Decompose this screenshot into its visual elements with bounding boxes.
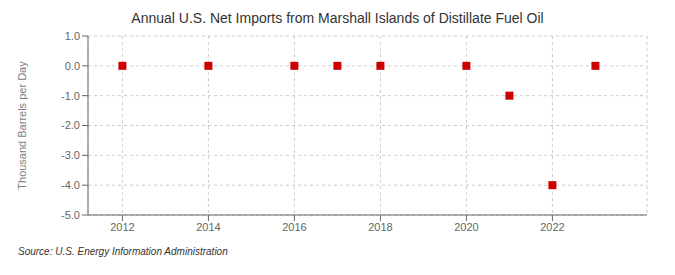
svg-text:2012: 2012 bbox=[110, 221, 134, 233]
svg-text:0.0: 0.0 bbox=[65, 60, 80, 72]
svg-text:2016: 2016 bbox=[282, 221, 306, 233]
svg-text:2014: 2014 bbox=[196, 221, 220, 233]
svg-text:2022: 2022 bbox=[540, 221, 564, 233]
svg-text:2020: 2020 bbox=[454, 221, 478, 233]
html-text:Source: U.S. Energy Informatio: Source: U.S. Energy Information Administ… bbox=[18, 246, 228, 257]
html-text:Annual U.S. Net Imports from M: Annual U.S. Net Imports from Marshall Is… bbox=[131, 10, 544, 26]
svg-text:-2.0: -2.0 bbox=[61, 119, 80, 131]
svg-text:-3.0: -3.0 bbox=[61, 149, 80, 161]
svg-text:-5.0: -5.0 bbox=[61, 209, 80, 221]
svg-text:-4.0: -4.0 bbox=[61, 179, 80, 191]
svg-text:2018: 2018 bbox=[368, 221, 392, 233]
svg-text:1.0: 1.0 bbox=[65, 30, 80, 42]
svg-text:Thousand Barrels per Day: Thousand Barrels per Day bbox=[16, 61, 28, 190]
svg-text:-1.0: -1.0 bbox=[61, 90, 80, 102]
